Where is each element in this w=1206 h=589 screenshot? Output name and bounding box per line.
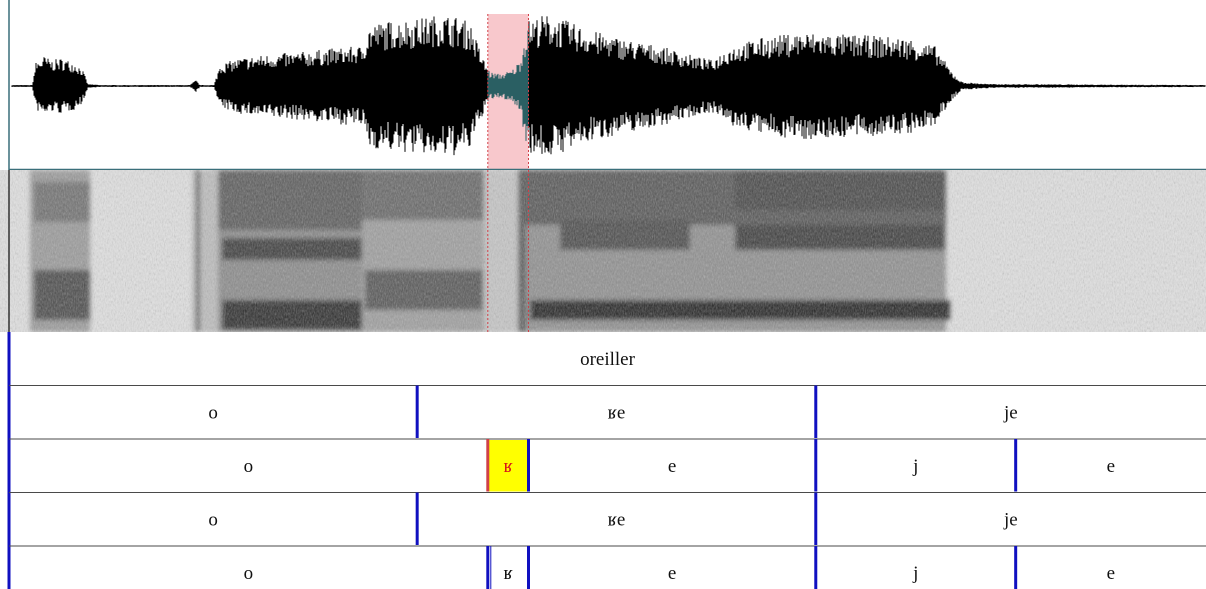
segment-label: ʁe [608,402,626,423]
segment-label: e [668,563,676,584]
segment-label: e [1107,456,1115,477]
waveform-view[interactable] [0,0,1206,170]
waveform-trace [11,16,1206,156]
tier-word[interactable]: oreiller [580,349,636,370]
segment-label: oreiller [580,349,636,370]
segment-label: o [244,456,254,477]
tier-syllable-2[interactable]: o ʁe je [9,492,1206,546]
segment-label: ʁ [504,563,514,584]
segment-label: ʁ [504,456,514,477]
spectrogram-view[interactable] [0,170,1206,332]
segment-label: j [912,456,918,477]
tier-syllable[interactable]: o ʁe je [9,385,1206,439]
segment-label: je [1003,509,1018,530]
segment-label: o [244,563,254,584]
segment-label: ʁe [608,509,626,530]
segment-label: je [1003,402,1018,423]
segment-label: j [912,563,918,584]
segment-label: e [1107,563,1115,584]
segment-label: o [208,509,218,530]
selected-segment-highlight[interactable] [487,440,529,492]
segment-label: e [668,456,676,477]
segment-label: o [208,402,218,423]
